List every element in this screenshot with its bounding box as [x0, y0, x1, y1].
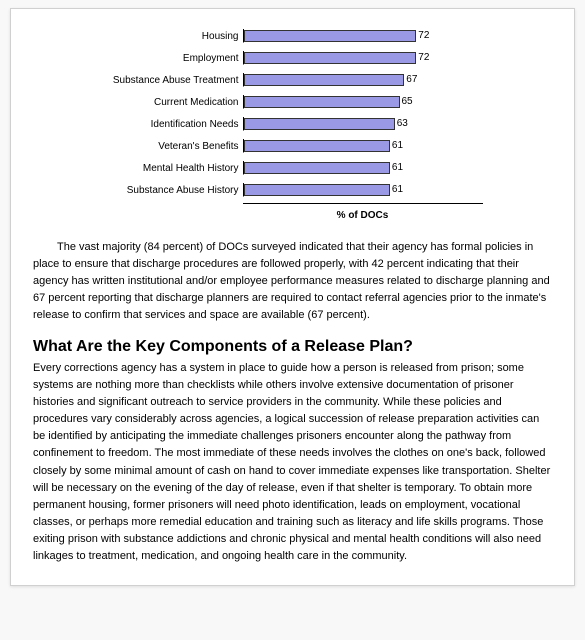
chart-bar-area: 61	[243, 183, 483, 197]
chart-row-label: Employment	[93, 53, 243, 64]
chart-value: 65	[402, 96, 413, 107]
chart-value: 61	[392, 184, 403, 195]
chart-x-axis	[243, 203, 483, 204]
chart-row: Identification Needs 63	[93, 115, 493, 133]
chart-bar	[244, 52, 417, 64]
chart-row-label: Veteran's Benefits	[93, 141, 243, 152]
chart-row: Substance Abuse History 61	[93, 181, 493, 199]
chart-bar-area: 61	[243, 139, 483, 153]
chart-value: 72	[418, 52, 429, 63]
chart-row-label: Substance Abuse Treatment	[93, 75, 243, 86]
chart-row-label: Current Medication	[93, 97, 243, 108]
chart-bar-area: 72	[243, 29, 483, 43]
docs-bar-chart: Housing 72 Employment 72 Substance Abuse Tre…	[93, 27, 493, 221]
chart-bar	[244, 96, 400, 108]
chart-bar	[244, 30, 417, 42]
document-page: Housing 72 Employment 72 Substance Abuse Tre…	[10, 8, 575, 586]
chart-bar	[244, 74, 405, 86]
chart-value: 61	[392, 162, 403, 173]
chart-row: Housing 72	[93, 27, 493, 45]
paragraph-survey: The vast majority (84 percent) of DOCs s…	[33, 239, 552, 324]
chart-value: 61	[392, 140, 403, 151]
chart-bar	[244, 184, 390, 196]
section-heading: What Are the Key Components of a Release…	[33, 338, 552, 356]
chart-value: 63	[397, 118, 408, 129]
chart-bar-area: 67	[243, 73, 483, 87]
chart-row-label: Substance Abuse History	[93, 185, 243, 196]
chart-bar-area: 63	[243, 117, 483, 131]
chart-bar-area: 61	[243, 161, 483, 175]
chart-row: Current Medication 65	[93, 93, 493, 111]
chart-row-label: Housing	[93, 31, 243, 42]
chart-row-label: Mental Health History	[93, 163, 243, 174]
chart-value: 67	[406, 74, 417, 85]
chart-bar	[244, 140, 390, 152]
chart-x-label: % of DOCs	[243, 210, 483, 221]
chart-bar-area: 72	[243, 51, 483, 65]
chart-row: Substance Abuse Treatment 67	[93, 71, 493, 89]
chart-row: Mental Health History 61	[93, 159, 493, 177]
paragraph-components: Every corrections agency has a system in…	[33, 360, 552, 565]
chart-row: Employment 72	[93, 49, 493, 67]
chart-bar	[244, 162, 390, 174]
chart-bar	[244, 118, 395, 130]
chart-value: 72	[418, 30, 429, 41]
chart-row: Veteran's Benefits 61	[93, 137, 493, 155]
chart-bar-area: 65	[243, 95, 483, 109]
chart-row-label: Identification Needs	[93, 119, 243, 130]
